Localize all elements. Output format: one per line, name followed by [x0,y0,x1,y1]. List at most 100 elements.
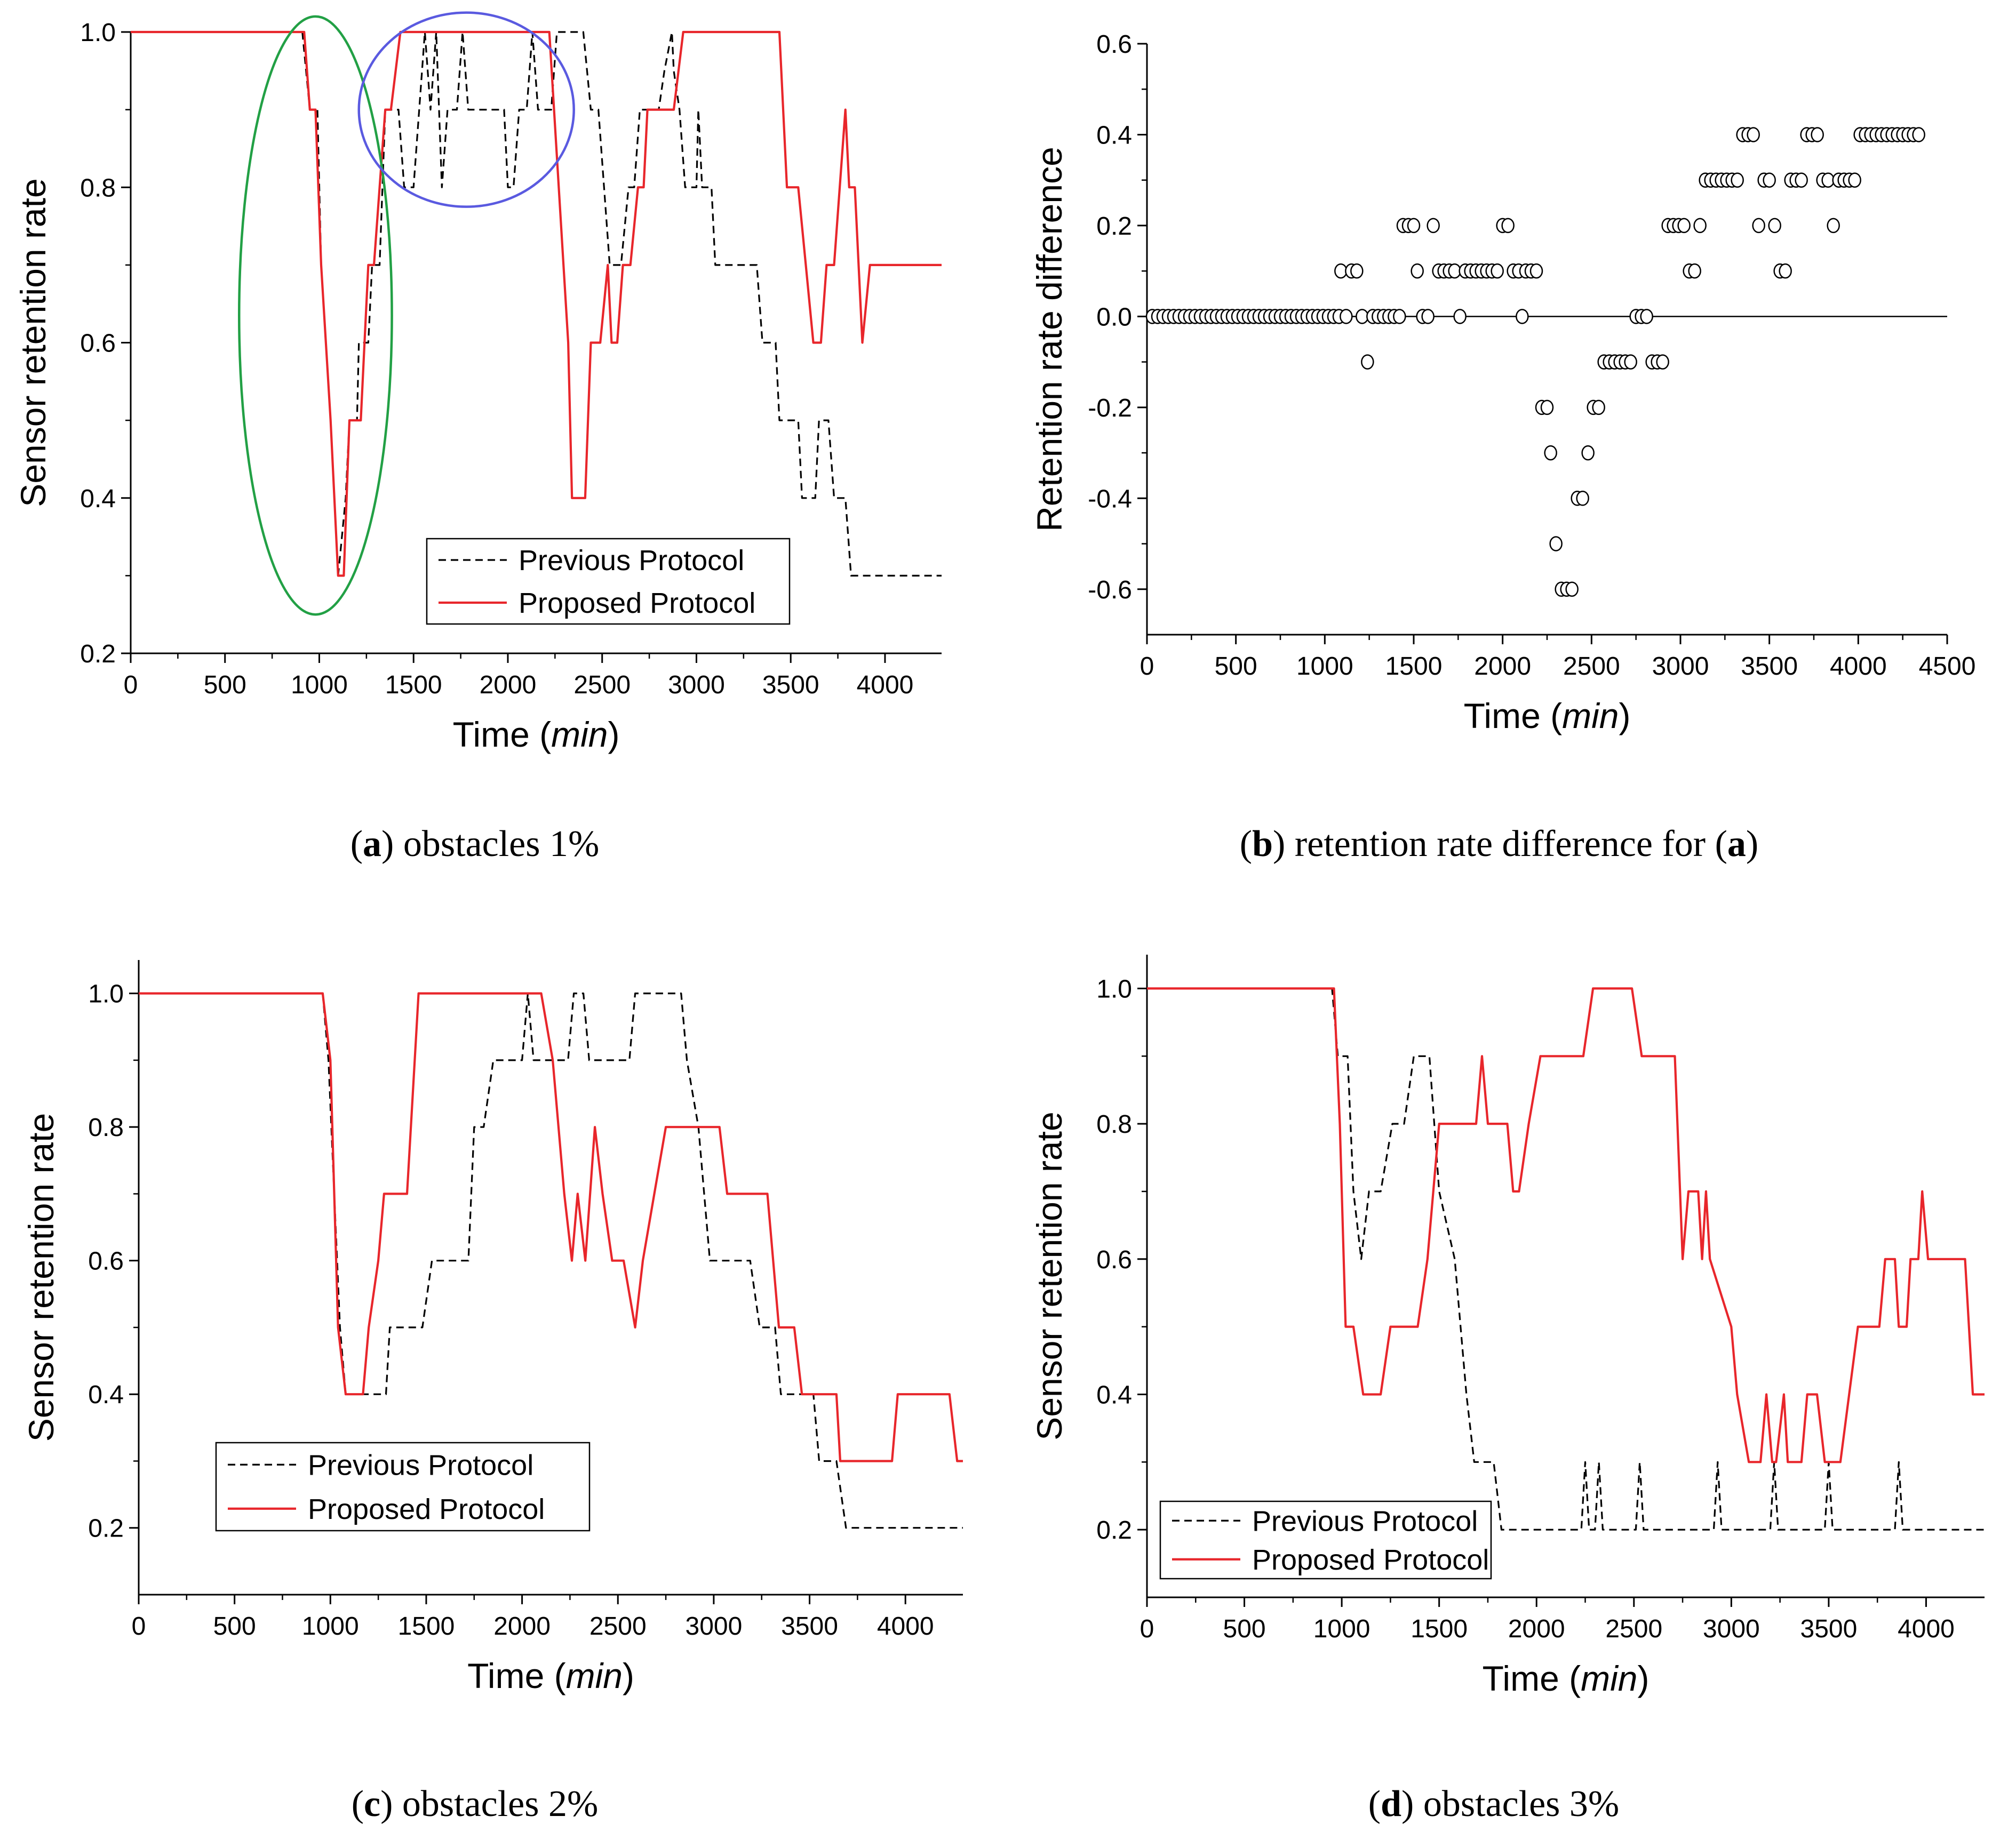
x-axis-unit: min [1581,1659,1637,1698]
panel-a-caption: (a) obstacles 1% [350,823,600,865]
data-point [1581,445,1595,461]
y-tick-label: -0.2 [1088,394,1132,422]
x-tick-label: 1000 [1296,652,1353,681]
series-previous-protocol [131,31,942,577]
data-point [1356,309,1369,324]
y-axis-label: Retention rate difference [1030,147,1069,532]
data-point [1501,218,1515,234]
y-tick-label: -0.6 [1088,576,1132,604]
x-tick-label: 2500 [1605,1615,1662,1643]
data-point [1393,309,1406,324]
x-tick-label: 500 [1215,652,1257,681]
data-point [1688,263,1701,279]
legend-label: Proposed Protocol [519,587,755,619]
data-point [1427,218,1440,234]
legend-label: Proposed Protocol [1252,1544,1489,1576]
x-tick-label: 3500 [781,1612,838,1641]
x-tick-label: 3000 [1652,652,1709,681]
data-point [1565,581,1579,597]
data-point [1361,354,1374,370]
y-tick-label: 0.6 [1096,30,1132,59]
series-proposed-protocol [139,992,963,1462]
x-tick-label: 2000 [1474,652,1531,681]
y-tick-label: 0.2 [1096,212,1132,241]
data-point [1640,309,1653,324]
y-axis-label: Sensor retention rate [21,1113,61,1442]
x-tick-label: 2500 [573,671,631,699]
x-axis-unit: min [566,1656,623,1695]
data-point [1544,445,1557,461]
panel-d-caption: (d) obstacles 3% [1368,1783,1619,1825]
x-axis-label: Time (min) [1464,696,1631,735]
x-tick-label: 2000 [480,671,537,699]
series-proposed-protocol [131,30,942,577]
y-tick-label: -0.4 [1088,485,1132,513]
x-tick-label: 4500 [1919,652,1976,681]
x-axis-label-text: Time ( [1483,1659,1581,1698]
series-previous-protocol [139,993,963,1529]
y-tick-label: 0.4 [1096,121,1132,149]
caption-text: retention rate difference for ( [1295,823,1727,865]
data-point [1516,309,1529,324]
x-tick-label: 1000 [302,1612,359,1641]
data-point [1779,263,1792,279]
data-point [1677,218,1691,234]
data-point [1407,218,1421,234]
x-axis-label: Time (min) [467,1656,634,1695]
x-tick-label: 4000 [1898,1615,1955,1643]
data-point [1747,127,1760,142]
x-axis-label-close: ) [608,715,619,754]
data-point [1549,536,1563,551]
x-tick-label: 2000 [1508,1615,1565,1643]
x-tick-label: 1000 [291,671,348,699]
y-axis-label: Sensor retention rate [1030,1111,1069,1440]
x-tick-label: 2500 [589,1612,647,1641]
x-tick-label: 1000 [1313,1615,1370,1643]
data-point [1624,354,1637,370]
x-tick-label: 500 [1223,1615,1266,1643]
data-point [1912,127,1925,142]
x-tick-label: 500 [213,1612,256,1641]
data-point [1540,399,1554,415]
panel-c-caption: (c) obstacles 2% [352,1783,599,1825]
data-point [1340,309,1353,324]
x-tick-label: 3000 [1703,1615,1760,1643]
data-point [1795,172,1808,188]
y-tick-label: 0.6 [1096,1246,1132,1274]
x-axis-label: Time (min) [453,715,620,754]
y-tick-label: 0.0 [1096,303,1132,331]
caption-ref: a [1727,823,1746,865]
x-tick-label: 0 [1140,1615,1154,1643]
panel-b-caption: (b) retention rate difference for (a) [1240,823,1758,865]
x-tick-label: 500 [204,671,246,699]
x-axis-label-close: ) [623,1656,634,1695]
data-point [1848,172,1861,188]
x-tick-label: 4000 [877,1612,934,1641]
x-tick-label: 0 [1140,652,1154,681]
y-tick-label: 0.8 [80,174,116,202]
legend-box [426,538,791,625]
caption-close: ) [1746,823,1758,865]
y-tick-label: 0.6 [80,330,116,358]
caption-text: obstacles 1% [403,823,599,865]
legend-label: Proposed Protocol [308,1493,545,1525]
x-tick-label: 3000 [668,671,725,699]
x-tick-label: 1500 [385,671,442,699]
data-point [1334,263,1348,279]
y-tick-label: 1.0 [88,980,124,1009]
y-axis-label: Sensor retention rate [13,178,53,507]
x-axis-label-text: Time ( [1464,696,1563,735]
caption-text: obstacles 2% [402,1783,598,1825]
data-point [1350,263,1364,279]
data-point [1448,263,1461,279]
data-point [1453,309,1467,324]
x-tick-label: 3500 [1800,1615,1858,1643]
caption-letter: c [364,1783,380,1825]
data-point [1592,399,1605,415]
legend-label: Previous Protocol [519,545,744,577]
data-point [1421,309,1435,324]
x-axis-label-text: Time ( [467,1656,566,1695]
caption-letter: a [363,823,381,865]
data-point [1752,218,1765,234]
x-tick-label: 3000 [686,1612,743,1641]
